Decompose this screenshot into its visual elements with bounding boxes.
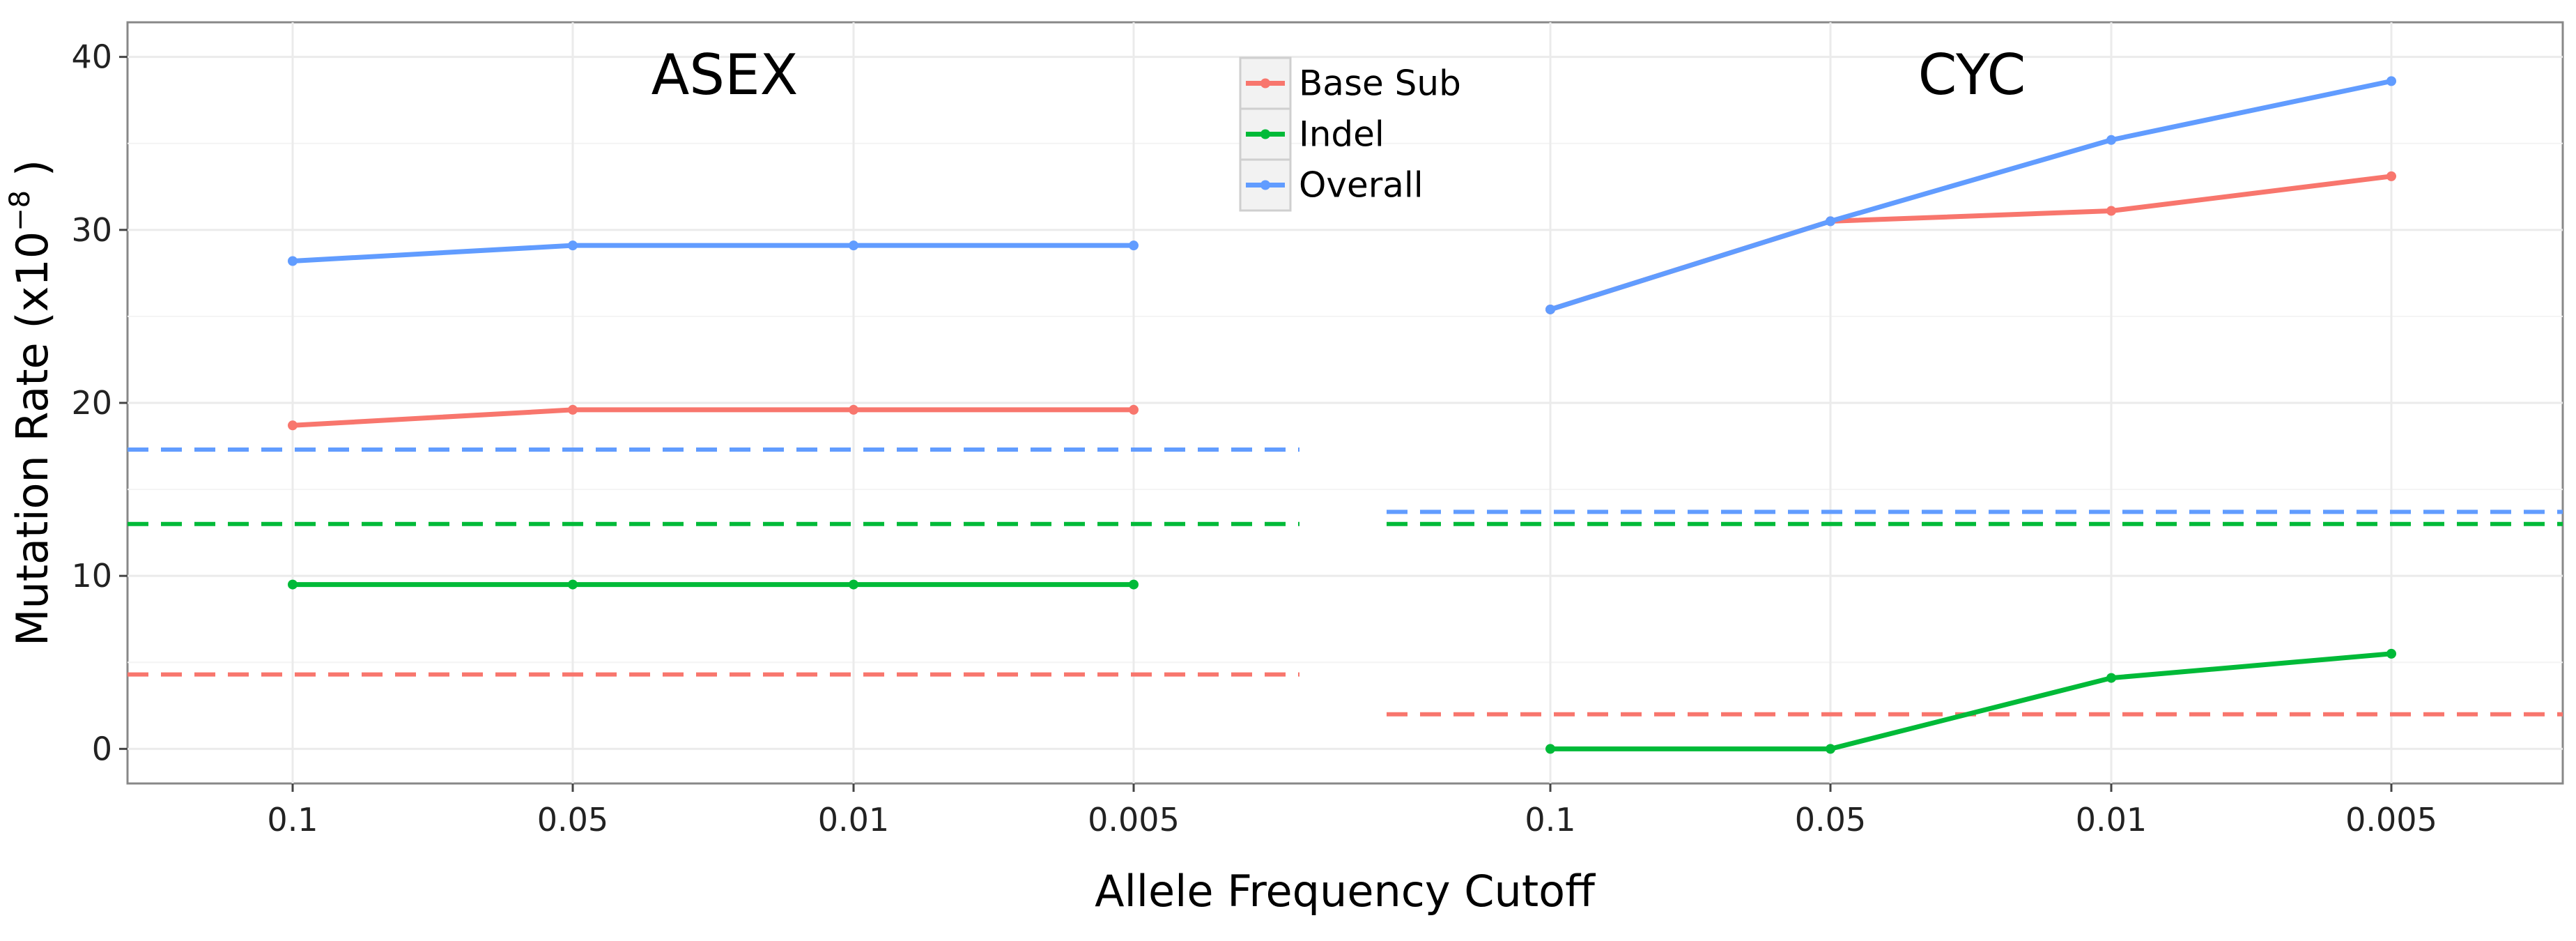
data-point-base-sub [2386,171,2396,181]
legend-label-overall: Overall [1299,165,1424,206]
x-tick-label: 0.05 [1795,801,1866,839]
series-line-indel [1550,651,2392,751]
facet-title-asex: ASEX [651,43,799,107]
data-point-overall [2106,135,2116,145]
data-point-indel [2106,673,2116,683]
y-tick-label: 40 [71,38,112,76]
data-point-indel [568,579,578,590]
y-axis-title-exponent: −8 [4,190,36,231]
x-tick-label: 0.1 [1525,801,1575,839]
data-point-overall [1826,216,1835,227]
data-point-overall [568,240,578,251]
y-axis-title-close: ) [7,160,58,190]
data-point-base-sub [568,404,578,415]
legend-key-point-overall [1260,180,1270,190]
data-point-overall [1129,240,1139,251]
axis-layer: 0 10 20 30 40 0.1 0.05 0.01 0.005 0.1 0.05 0.01 0.00… [71,38,2437,839]
data-point-indel [1826,744,1835,754]
series-line-base-sub [292,407,1134,428]
data-point-indel [849,579,858,590]
legend-key-point-base-sub [1260,78,1270,89]
x-axis-title: Allele Frequency Cutoff [1095,866,1596,917]
data-point-base-sub [2106,206,2116,216]
x-tick-label: 0.01 [2076,801,2147,839]
y-tick-label: 10 [71,557,112,595]
y-tick-label: 30 [71,211,112,249]
data-point-overall [288,256,298,266]
data-point-indel [1129,579,1139,590]
y-axis-title-main: Mutation Rate (x10 [7,231,58,646]
data-point-overall [849,240,858,251]
data-point-indel [1545,744,1555,754]
x-tick-label: 0.05 [537,801,608,839]
data-point-indel [2386,648,2396,659]
legend: Base Sub Indel Overall [1239,56,1461,212]
x-tick-label: 0.005 [2345,801,2437,839]
data-point-base-sub [1129,404,1139,415]
facet-title-cyc: CYC [1918,43,2026,107]
data-point-indel [288,579,298,590]
data-point-overall [2386,76,2396,86]
data-point-base-sub [288,420,298,431]
data-point-base-sub [849,404,858,415]
series-line-overall [1549,78,2392,312]
x-tick-label: 0.005 [1088,801,1180,839]
legend-label-indel: Indel [1299,114,1385,155]
legend-label-base-sub: Base Sub [1299,63,1461,104]
grid-layer [128,22,2563,783]
series-line-overall [292,243,1134,263]
y-tick-label: 20 [71,384,112,422]
series-layer [288,76,2396,754]
data-point-overall [1545,304,1555,314]
legend-key-point-indel [1260,129,1270,139]
x-tick-label: 0.01 [818,801,889,839]
y-axis-title: Mutation Rate (x10−8 ) [4,160,58,646]
y-tick-label: 0 [92,730,112,767]
x-tick-label: 0.1 [267,801,318,839]
